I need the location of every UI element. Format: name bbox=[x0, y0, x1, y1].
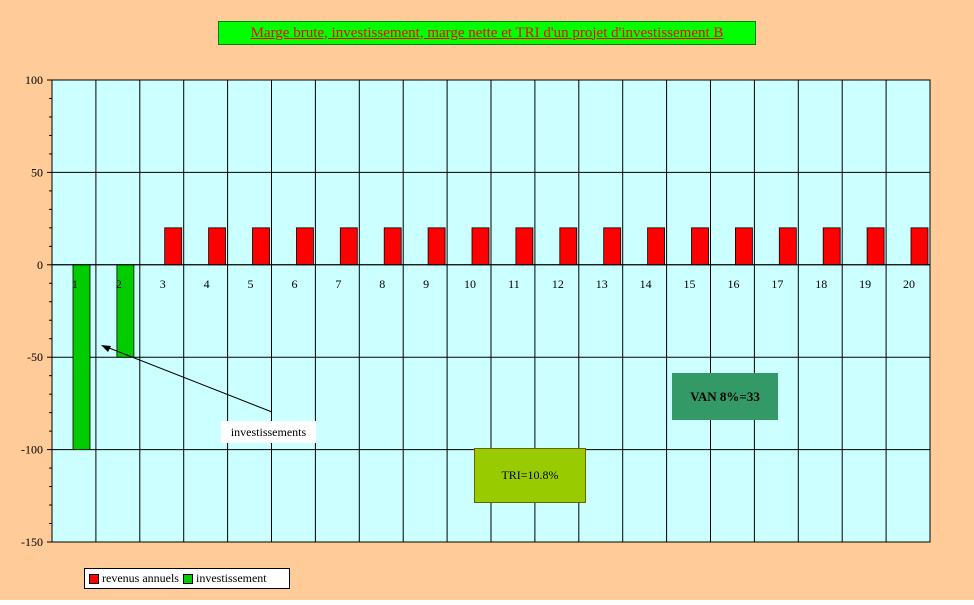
investissements-label: investissements bbox=[221, 421, 316, 443]
bar-revenus bbox=[295, 227, 314, 266]
x-tick-label: 18 bbox=[815, 277, 827, 291]
bar-revenus bbox=[822, 227, 841, 266]
y-tick-label: 0 bbox=[37, 258, 43, 272]
x-tick-label: 4 bbox=[204, 277, 210, 291]
x-tick-label: 20 bbox=[903, 277, 915, 291]
x-tick-label: 10 bbox=[464, 277, 476, 291]
bar-revenus bbox=[515, 227, 534, 266]
van-box: VAN 8%=33 bbox=[672, 373, 778, 420]
legend-entry-investissement: investissement bbox=[182, 571, 267, 586]
bar-revenus bbox=[691, 227, 709, 266]
y-tick-label: -100 bbox=[21, 443, 43, 457]
x-tick-label: 5 bbox=[248, 277, 254, 291]
bar-revenus bbox=[647, 227, 665, 266]
x-tick-label: 13 bbox=[596, 277, 608, 291]
bar-revenus bbox=[910, 227, 929, 266]
arrow-line bbox=[103, 345, 273, 413]
x-tick-label: 2 bbox=[116, 277, 122, 291]
chart-title: Marge brute, investissement, marge nette… bbox=[218, 21, 756, 45]
bar-investissement bbox=[72, 264, 91, 450]
tri-box: TRI=10.8% bbox=[474, 448, 586, 503]
bar-revenus bbox=[383, 227, 402, 266]
x-tick-label: 15 bbox=[684, 277, 696, 291]
x-tick-label: 3 bbox=[160, 277, 166, 291]
bar-revenus bbox=[471, 227, 490, 266]
y-tick-label: 50 bbox=[31, 165, 43, 179]
y-tick-label: 100 bbox=[25, 73, 43, 87]
arrow-head bbox=[101, 345, 111, 352]
bar-revenus bbox=[866, 227, 885, 266]
x-tick-label: 9 bbox=[423, 277, 429, 291]
y-tick-label: -50 bbox=[27, 350, 43, 364]
bar-revenus bbox=[735, 227, 753, 266]
bar-revenus bbox=[252, 227, 270, 266]
legend-swatch-revenus bbox=[89, 573, 99, 584]
bar-revenus bbox=[778, 227, 797, 266]
bar-revenus bbox=[603, 227, 622, 266]
bar-layer bbox=[72, 227, 929, 450]
x-tick-label: 11 bbox=[508, 277, 520, 291]
x-tick-label: 17 bbox=[771, 277, 783, 291]
x-tick-label: 12 bbox=[552, 277, 564, 291]
bar-revenus bbox=[164, 227, 183, 266]
x-tick-label: 19 bbox=[859, 277, 871, 291]
bar-revenus bbox=[208, 227, 227, 266]
x-tick-label: 16 bbox=[727, 277, 739, 291]
legend-label-revenus: revenus annuels bbox=[102, 571, 179, 585]
x-tick-label: 7 bbox=[335, 277, 341, 291]
y-tick-label: -150 bbox=[21, 535, 43, 549]
legend-entry-revenus: revenus annuels bbox=[89, 571, 179, 586]
legend: revenus annuels investissement bbox=[84, 568, 290, 589]
annotation-arrow bbox=[101, 345, 273, 413]
x-tick-label: 6 bbox=[291, 277, 297, 291]
legend-label-investissement: investissement bbox=[195, 571, 267, 585]
x-tick-label: 14 bbox=[640, 277, 652, 291]
bar-revenus bbox=[339, 227, 358, 266]
x-tick-label: 8 bbox=[379, 277, 385, 291]
legend-swatch-investissement bbox=[182, 573, 193, 584]
bar-revenus bbox=[559, 227, 578, 266]
x-tick-label: 1 bbox=[72, 277, 78, 291]
bar-revenus bbox=[427, 227, 446, 266]
